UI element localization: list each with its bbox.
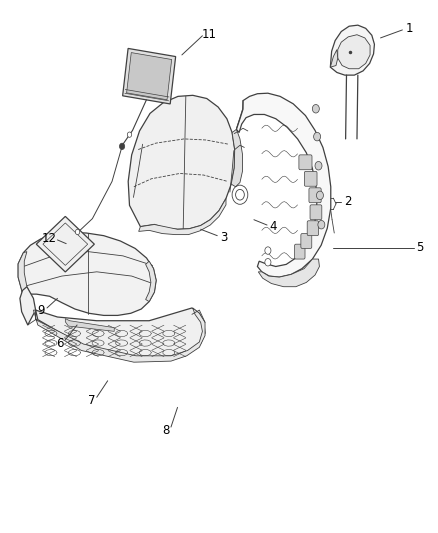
Circle shape [265, 259, 271, 266]
Circle shape [315, 161, 322, 170]
Polygon shape [127, 53, 172, 100]
Polygon shape [146, 261, 156, 302]
Circle shape [127, 132, 132, 138]
Text: 4: 4 [269, 220, 277, 233]
Circle shape [75, 229, 80, 235]
Polygon shape [18, 252, 30, 294]
Polygon shape [330, 25, 374, 75]
Text: 7: 7 [88, 394, 95, 407]
Polygon shape [18, 232, 156, 316]
FancyBboxPatch shape [304, 171, 317, 186]
Text: 8: 8 [162, 424, 170, 437]
Text: 2: 2 [344, 195, 352, 208]
Polygon shape [258, 259, 319, 287]
Text: 9: 9 [37, 304, 45, 317]
Polygon shape [139, 198, 226, 235]
Polygon shape [237, 93, 331, 277]
Text: 5: 5 [416, 241, 424, 254]
Text: 1: 1 [405, 22, 413, 35]
Text: 11: 11 [202, 28, 217, 41]
Circle shape [318, 221, 325, 229]
Polygon shape [338, 35, 370, 69]
Polygon shape [36, 216, 94, 272]
Text: 12: 12 [42, 232, 57, 245]
Polygon shape [20, 287, 205, 358]
FancyBboxPatch shape [310, 205, 322, 220]
Circle shape [316, 191, 323, 200]
Circle shape [120, 143, 125, 150]
Polygon shape [128, 95, 235, 229]
FancyBboxPatch shape [309, 188, 321, 203]
Polygon shape [123, 49, 176, 104]
Text: 3: 3 [220, 231, 227, 244]
Polygon shape [65, 319, 114, 332]
FancyBboxPatch shape [299, 155, 312, 169]
Polygon shape [330, 50, 338, 67]
Circle shape [312, 104, 319, 113]
FancyBboxPatch shape [307, 221, 318, 236]
FancyBboxPatch shape [294, 244, 305, 259]
Text: 6: 6 [57, 336, 64, 350]
Polygon shape [231, 130, 243, 187]
Circle shape [314, 132, 321, 141]
Polygon shape [33, 308, 205, 362]
FancyBboxPatch shape [301, 233, 312, 248]
Circle shape [265, 247, 271, 254]
